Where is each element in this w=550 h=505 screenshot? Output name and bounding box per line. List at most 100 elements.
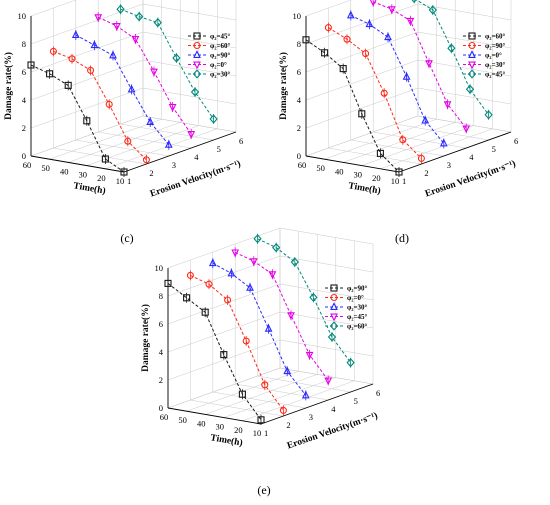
grid-line [380,128,493,170]
legend-marker [468,61,476,70]
legend-label: φ₂=60° [210,42,230,50]
grid-line [279,339,374,357]
legend-label: φ₂=90° [347,285,367,293]
data-point [343,35,351,43]
legend-label: φ₂=45° [347,313,367,321]
data-point [484,110,493,120]
grid-line [30,87,144,129]
series [411,0,493,120]
data-point [201,308,209,316]
z-tick-label: 8 [159,291,163,301]
data-point [120,168,128,176]
z-tick-label: 0 [22,151,26,161]
data-point [305,351,314,360]
grid-line [142,31,237,49]
grid-line [30,115,144,157]
data-point [131,36,140,44]
series-line [120,8,215,120]
z-tick-label: 6 [297,67,301,77]
series [302,34,403,177]
x-tick-label: 30 [216,422,225,432]
y-axis-line [123,131,237,173]
y-axis-title: Erosion Velocity(m·s⁻¹) [149,158,242,199]
series-line [257,238,352,363]
data-point [142,156,150,164]
data-point [68,55,76,63]
grid-line [305,3,419,45]
data-point [257,416,265,424]
legend-label: φ₂=45° [485,71,505,79]
x-tick-label: 40 [197,418,206,428]
z-tick-label: 4 [22,95,27,105]
data-point [287,312,295,321]
data-point [46,70,54,78]
data-point [246,282,254,291]
x-tick-label: 20 [234,425,243,435]
data-point [146,117,155,125]
grid-line [324,118,437,160]
x-tick-label: 20 [372,173,381,183]
data-point [346,10,355,19]
grid-line [120,123,214,141]
data-point [109,50,117,59]
data-point [94,14,103,23]
data-point [395,168,403,176]
data-point [220,351,228,359]
z-tick-label: 2 [297,123,301,133]
grid-lines [30,0,237,173]
data-point [417,154,425,162]
legend-label: φ₂=45° [210,33,230,41]
data-point [168,104,177,112]
grid-line [305,31,419,73]
grid-line [142,115,237,133]
data-point [358,110,366,118]
panel-label: (c) [120,231,133,245]
grid-line [167,255,281,297]
grid-line [350,139,444,157]
data-point [339,65,347,73]
series [116,4,218,124]
grid-line [279,227,374,245]
y-tick-label: 1 [264,428,268,438]
data-point [462,125,471,134]
z-tick-label: 6 [159,319,163,329]
y-tick-label: 6 [514,136,518,146]
data-point [384,32,392,41]
legend-label: φ₂=30° [485,61,505,69]
data-point [421,115,430,124]
axes [30,16,237,173]
grid-line [167,367,281,409]
y-axis-title: Erosion Velocity(m·s⁻¹) [286,410,379,451]
series-line [234,251,329,381]
z-tick-label: 10 [155,263,164,273]
x-tick-label: 30 [79,170,88,180]
grid-line [49,118,162,160]
grid-line [279,311,374,329]
legend-marker [468,41,476,50]
y-tick-label: 5 [354,396,358,406]
z-axis-title: Damage rate(%) [140,304,151,372]
data-point [324,377,333,386]
legend-label: φ₂=0° [210,61,227,69]
grid-line [68,122,181,163]
x-tick-label: 60 [23,160,32,170]
legend-marker [193,61,201,70]
legend-marker [330,302,338,310]
grid-line [417,115,512,133]
data-point [190,87,200,97]
z-tick-label: 10 [18,11,27,21]
data-point [124,137,132,145]
series-line [190,274,284,411]
legend-label: φ₂=30° [347,304,367,312]
legend-label: φ₂=90° [485,42,505,50]
y-tick-label: 6 [239,136,243,146]
y-axis-line [260,383,374,425]
grid-line [98,131,192,149]
legend-label: φ₂=90° [210,52,230,60]
x-tick-label: 40 [60,166,69,176]
grid-line [305,59,419,101]
grid-line [53,147,147,165]
data-point [346,357,355,368]
